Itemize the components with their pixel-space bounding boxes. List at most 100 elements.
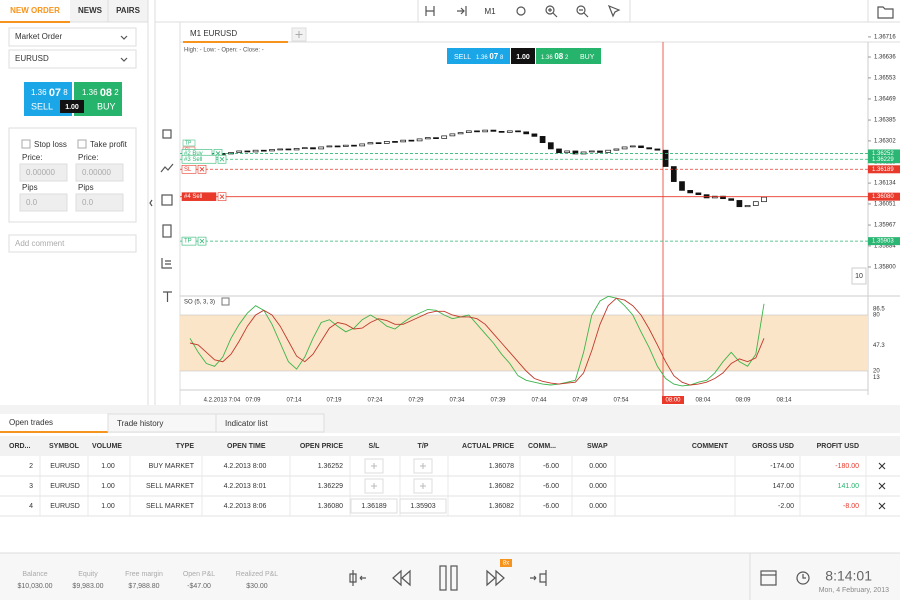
checkbox[interactable]	[21, 139, 31, 149]
candle	[326, 145, 333, 148]
tool-icon[interactable]	[457, 6, 467, 16]
cell: -180.00	[835, 463, 859, 470]
chart-tab-label: M1 EURUSD	[190, 29, 237, 38]
mini-buy[interactable]	[536, 48, 601, 64]
edit-icon[interactable]	[221, 297, 230, 306]
order-price-box	[868, 165, 900, 174]
stat-label: Free margin	[125, 571, 163, 578]
order-price: 1.35903	[872, 239, 894, 245]
column-header: SYMBOL	[49, 443, 80, 450]
order-tag-label: #3 Sell	[184, 157, 202, 163]
tool-icon[interactable]	[161, 194, 173, 206]
candle	[301, 147, 308, 150]
candle	[654, 148, 661, 151]
tool-icon[interactable]	[160, 163, 174, 173]
cell: 1.36252	[318, 463, 343, 470]
tool-icon[interactable]	[162, 129, 172, 139]
price-part: 1.36	[31, 88, 47, 97]
input[interactable]	[75, 163, 124, 182]
collapse-arrow[interactable]	[149, 199, 153, 207]
candle	[482, 129, 489, 133]
symbol-select[interactable]	[8, 49, 137, 69]
step-forward-button[interactable]	[530, 570, 547, 586]
oscillator-title: SO (5, 3, 3)	[184, 300, 215, 306]
cell: 1.36078	[489, 463, 514, 470]
mini-sell[interactable]	[447, 48, 510, 64]
bottom-tab[interactable]	[215, 413, 325, 433]
input[interactable]	[75, 193, 124, 212]
column-header: COMMENT	[692, 443, 729, 450]
close-trade[interactable]	[878, 462, 886, 470]
order-tag[interactable]	[181, 164, 197, 174]
active-tab[interactable]	[0, 0, 70, 23]
tab[interactable]: NEWS	[78, 6, 103, 15]
close-trade[interactable]	[878, 482, 886, 490]
checkbox[interactable]	[77, 139, 87, 149]
timeframe[interactable]: M1	[484, 7, 496, 16]
fast-forward-button[interactable]	[486, 569, 505, 587]
candle	[539, 136, 546, 144]
zoom-out-icon[interactable]	[576, 5, 586, 15]
tool-icon[interactable]	[163, 291, 172, 302]
column-header: TYPE	[176, 443, 195, 450]
candle	[556, 148, 562, 154]
price-part: 07	[489, 52, 498, 61]
price-cell[interactable]	[399, 498, 447, 514]
crosshair-time: 08:00	[665, 398, 681, 404]
pause-button[interactable]	[439, 565, 447, 591]
price-label: 1.35884	[874, 243, 896, 249]
sell-price: 1.36 07 8	[31, 87, 68, 99]
chart-tab[interactable]	[183, 25, 288, 42]
cell: EURUSD	[50, 503, 80, 510]
active-bottom-tab[interactable]	[0, 414, 108, 433]
price-label: 1.36553	[874, 75, 896, 81]
tab[interactable]: NEW ORDER	[10, 6, 60, 15]
price-part: 08	[554, 52, 563, 61]
tool-icon[interactable]	[162, 224, 172, 238]
zoom-out-icon	[579, 9, 589, 18]
candle	[646, 147, 653, 150]
oscillator-line	[189, 297, 765, 386]
time-label: 08:04	[695, 398, 711, 404]
mini-buy-price: 1.36 08 2	[541, 52, 569, 61]
price-part: 07	[49, 87, 61, 99]
tool-icon[interactable]	[161, 258, 172, 269]
folder-icon[interactable]	[877, 6, 894, 19]
column-header: PROFIT USD	[817, 443, 859, 450]
candle	[531, 133, 538, 137]
price-cell[interactable]	[350, 498, 398, 514]
tool-icon[interactable]	[425, 6, 435, 16]
price-label: 1.35800	[874, 265, 896, 271]
order-button[interactable]	[182, 139, 196, 147]
candle	[588, 150, 595, 153]
order-tag-label: #4 Sell	[184, 194, 202, 200]
order-price-box	[868, 237, 900, 246]
input[interactable]	[19, 193, 68, 212]
comment-input[interactable]	[8, 234, 137, 253]
candle	[638, 145, 644, 149]
rewind-button[interactable]	[392, 569, 411, 587]
column-header: S/L	[369, 443, 381, 450]
order-tag[interactable]	[181, 236, 197, 246]
input[interactable]	[19, 163, 68, 182]
candle	[244, 150, 251, 153]
tab[interactable]: PAIRS	[116, 6, 141, 15]
order-tag[interactable]	[181, 154, 217, 164]
cell: -174.00	[770, 463, 794, 470]
order-type-select[interactable]	[8, 27, 137, 47]
cell: -2.00	[778, 503, 794, 510]
settings-icon[interactable]	[516, 6, 526, 16]
calendar-icon[interactable]	[760, 570, 777, 586]
close-trade[interactable]	[878, 502, 886, 510]
candle	[761, 196, 767, 203]
order-tag-label: #2 Buy	[184, 151, 203, 157]
placeholder: Add comment	[15, 239, 65, 248]
step-back-button[interactable]	[349, 570, 366, 586]
placeholder: 0.00000	[82, 168, 111, 177]
candle	[334, 145, 341, 148]
zoom-box	[851, 267, 867, 285]
cursor-icon[interactable]	[607, 4, 621, 18]
zoom-in-icon[interactable]	[545, 5, 555, 15]
order-tag[interactable]	[181, 192, 217, 201]
order-close-icon	[199, 238, 205, 244]
